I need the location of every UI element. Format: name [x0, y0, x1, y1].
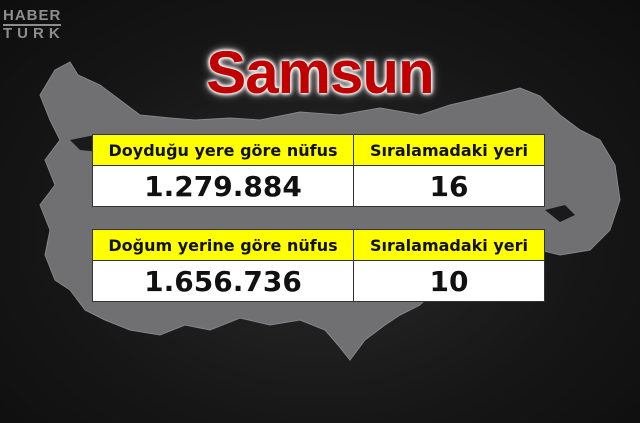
haberturk-logo: HABER TURK: [3, 8, 65, 42]
logo-line1: HABER: [3, 7, 62, 26]
logo-line2: TURK: [3, 25, 65, 42]
value-rank: 16: [353, 165, 545, 207]
value-rank: 10: [353, 260, 545, 302]
header-rank: Sıralamadaki yeri: [353, 229, 545, 261]
header-birthplace-population: Doğum yerine göre nüfus: [92, 229, 354, 261]
city-title: Samsun: [206, 39, 434, 106]
value-residence-population: 1.279.884: [92, 165, 354, 207]
value-birthplace-population: 1.656.736: [92, 260, 354, 302]
header-residence-population: Doyduğu yere göre nüfus: [92, 134, 354, 166]
population-table-birthplace: Doğum yerine göre nüfus Sıralamadaki yer…: [92, 229, 545, 302]
population-table-residence: Doyduğu yere göre nüfus Sıralamadaki yer…: [92, 134, 545, 207]
header-rank: Sıralamadaki yeri: [353, 134, 545, 166]
